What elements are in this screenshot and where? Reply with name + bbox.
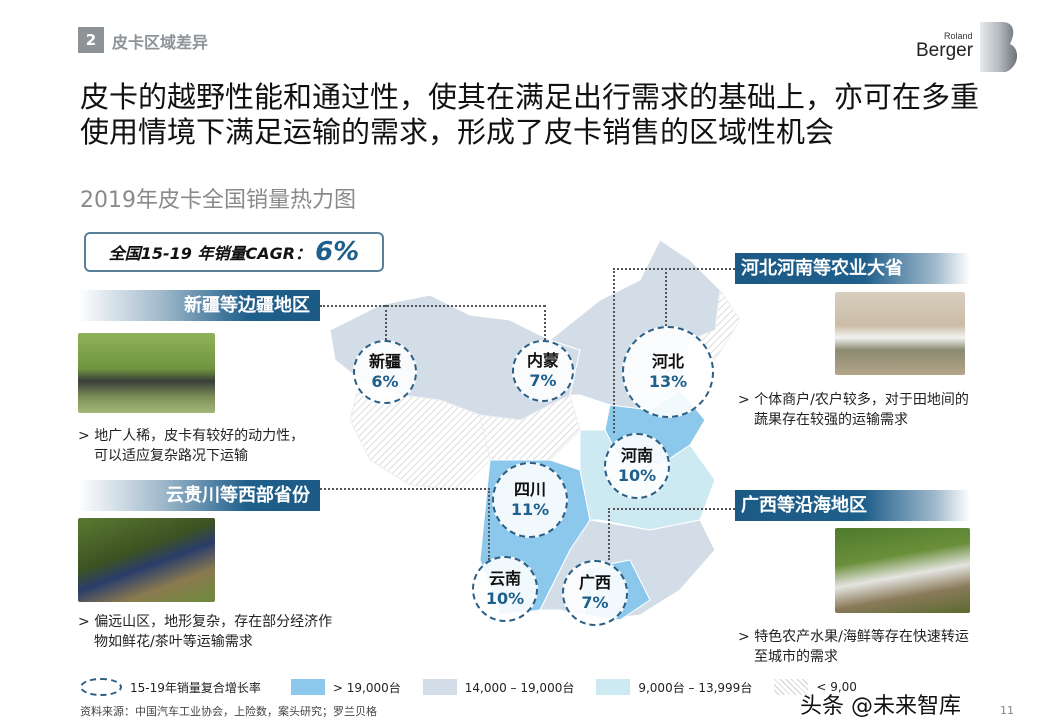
legend-label-cagr: 15-19年销量复合增长率 (130, 680, 261, 695)
region-tibet (349, 379, 491, 491)
national-cagr-banner: 全国15-19 年销量CAGR： 6% (84, 232, 384, 272)
legend-label-mid: 14,000 – 19,000台 (464, 680, 575, 695)
legend-dashed-circle-icon (80, 678, 122, 696)
region-circle-hebei: 河北 13% (622, 326, 714, 418)
legend-label-low: 9,000台 – 13,999台 (638, 680, 753, 695)
banner-southwest: 云贵川等西部省份 (78, 480, 320, 511)
connector-yunnan-v (488, 488, 490, 560)
region-circle-henan: 河南 10% (604, 433, 670, 499)
connector-henan-v (613, 268, 615, 433)
legend-swatch-mid (422, 679, 457, 695)
map-title: 2019年皮卡全国销量热力图 (80, 188, 356, 213)
region-circle-guangxi: 广西 7% (562, 560, 628, 626)
photo-pickup-coastal (835, 528, 970, 613)
cagr-label: 全国15-19 年销量CAGR： (108, 244, 312, 263)
region-circle-xinjiang: 新疆 6% (353, 340, 417, 404)
photo-pickup-farm (835, 292, 965, 375)
roland-berger-logo (980, 22, 1018, 72)
page-number: 11 (1000, 704, 1014, 717)
legend: 15-19年销量复合增长率 > 19,000台 14,000 – 19,000台… (80, 678, 857, 696)
cagr-value: 6% (315, 237, 360, 267)
connector-hebei-v (665, 268, 667, 326)
connector-guangxi (608, 508, 735, 510)
legend-swatch-low (596, 679, 631, 695)
photo-pickup-mountain (78, 518, 215, 602)
section-number: 2 (78, 27, 104, 53)
logo-text-large: Berger (916, 40, 974, 61)
watermark: 头条 @未来智库 (800, 694, 961, 719)
connector-xinjiang-v (385, 305, 387, 340)
logo-text-small: Roland (944, 31, 973, 41)
region-circle-neimeng: 内蒙 7% (512, 340, 574, 402)
bullet-southwest: > 偏远山区，地形复杂，存在部分经济作物如鲜花/茶叶等运输需求 (78, 614, 333, 650)
bullet-xinjiang: > 地广人稀，皮卡有较好的动力性，可以适应复杂路况下运输 (78, 428, 305, 464)
legend-label-high: > 19,000台 (332, 680, 401, 695)
connector-xinjiang (320, 305, 545, 307)
section-title: 皮卡区域差异 (112, 33, 209, 52)
photo-pickup-grassland (78, 333, 215, 413)
connector-hebei (613, 268, 735, 270)
legend-swatch-hatched (774, 679, 809, 695)
banner-coastal: 广西等沿海地区 (735, 490, 970, 521)
region-circle-yunnan: 云南 10% (472, 556, 538, 622)
connector-neimeng-v (544, 305, 546, 340)
connector-sichuan (320, 488, 490, 490)
bullet-hebei-henan: > 个体商户/农户较多，对于田地间的蔬果存在较强的运输需求 (738, 392, 969, 428)
banner-xinjiang: 新疆等边疆地区 (78, 290, 320, 321)
source-note: 资料来源：中国汽车工业协会，上险数，案头研究；罗兰贝格 (80, 705, 377, 718)
connector-guangxi-v (608, 508, 610, 560)
region-circle-sichuan: 四川 11% (492, 462, 568, 538)
legend-swatch-high (290, 679, 325, 695)
banner-hebei-henan: 河北河南等农业大省 (735, 253, 970, 284)
headline: 皮卡的越野性能和通过性，使其在满足出行需求的基础上，亦可在多重使用情境下满足运输… (80, 80, 980, 149)
legend-label-lowest: < 9,00 (816, 680, 857, 694)
bullet-coastal: > 特色农产水果/海鲜等存在快速转运至城市的需求 (738, 629, 969, 665)
